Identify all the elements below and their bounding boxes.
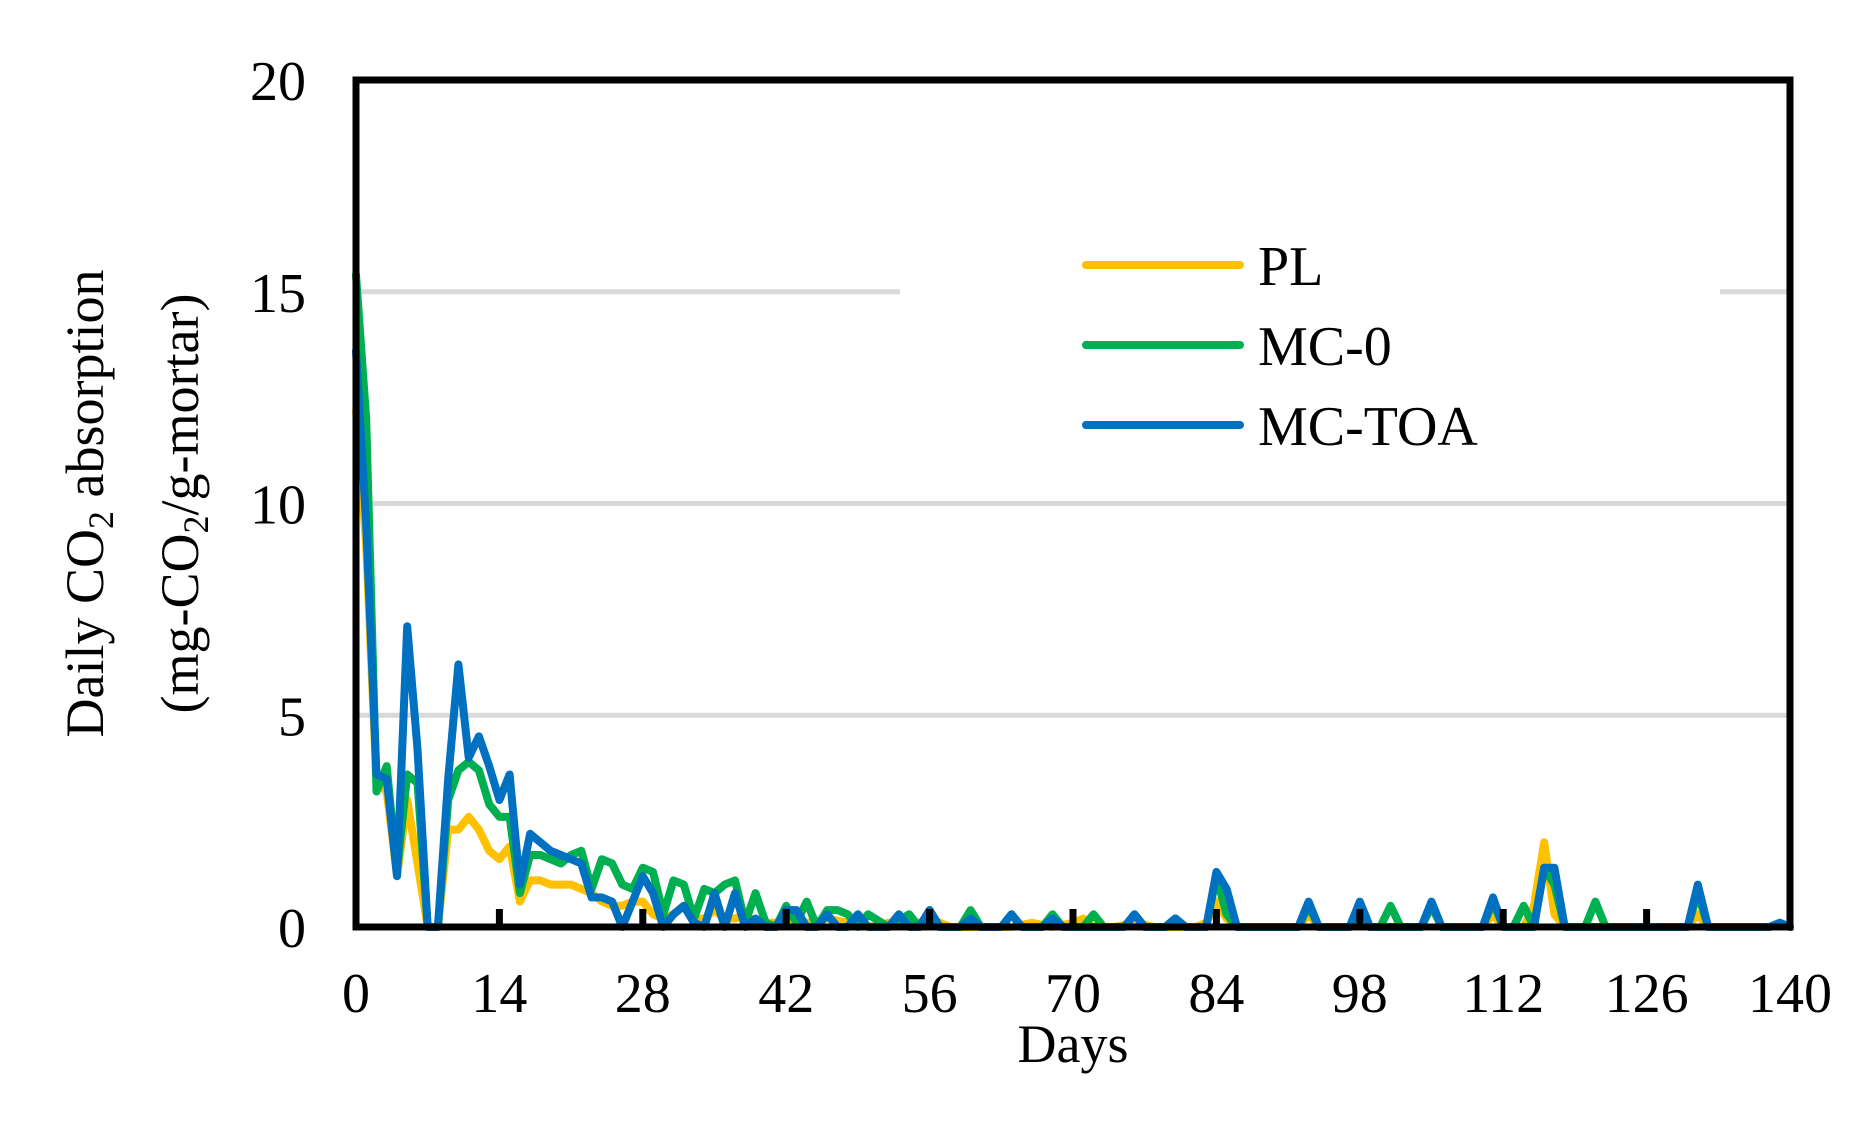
x-tick-label: 0: [342, 963, 370, 1025]
legend-background: [900, 230, 1720, 480]
y-tick-label: 20: [250, 51, 306, 113]
legend: PL MC-0 MC-TOA: [900, 230, 1720, 480]
series-line-pl: [352, 406, 1794, 931]
y-tick-label: 15: [250, 263, 306, 325]
x-tick-label: 56: [902, 963, 958, 1025]
x-axis-title: Days: [1018, 1014, 1129, 1074]
x-tick-label: 98: [1332, 963, 1388, 1025]
plot-frame: [352, 76, 1794, 931]
y-axis-title-line2: (mg-CO2/g-mortar): [150, 294, 216, 714]
x-tick-label: 42: [758, 963, 814, 1025]
x-tick-label: 126: [1605, 963, 1689, 1025]
legend-label-mc-0: MC-0: [1258, 316, 1392, 378]
x-tick-labels: 0 14 28 42 56 70 84 98 112 126 140: [342, 963, 1832, 1025]
x-tick-label: 70: [1045, 963, 1101, 1025]
x-tick-label: 140: [1748, 963, 1832, 1025]
legend-label-mc-toa: MC-TOA: [1258, 396, 1478, 458]
x-tick-label: 84: [1188, 963, 1244, 1025]
y-tick-label: 5: [278, 686, 306, 748]
legend-label-pl: PL: [1258, 236, 1323, 298]
x-tick-label: 14: [471, 963, 527, 1025]
x-tick-label: 28: [615, 963, 671, 1025]
y-axis-title: Daily CO2 absorption (mg-CO2/g-mortar): [55, 270, 216, 738]
y-tick-label: 10: [250, 475, 306, 537]
y-axis-title-line1: Daily CO2 absorption: [55, 270, 121, 738]
x-tick-label: 112: [1462, 963, 1544, 1025]
y-tick-label: 0: [278, 898, 306, 960]
y-tick-labels: 0 5 10 15 20: [250, 51, 306, 960]
